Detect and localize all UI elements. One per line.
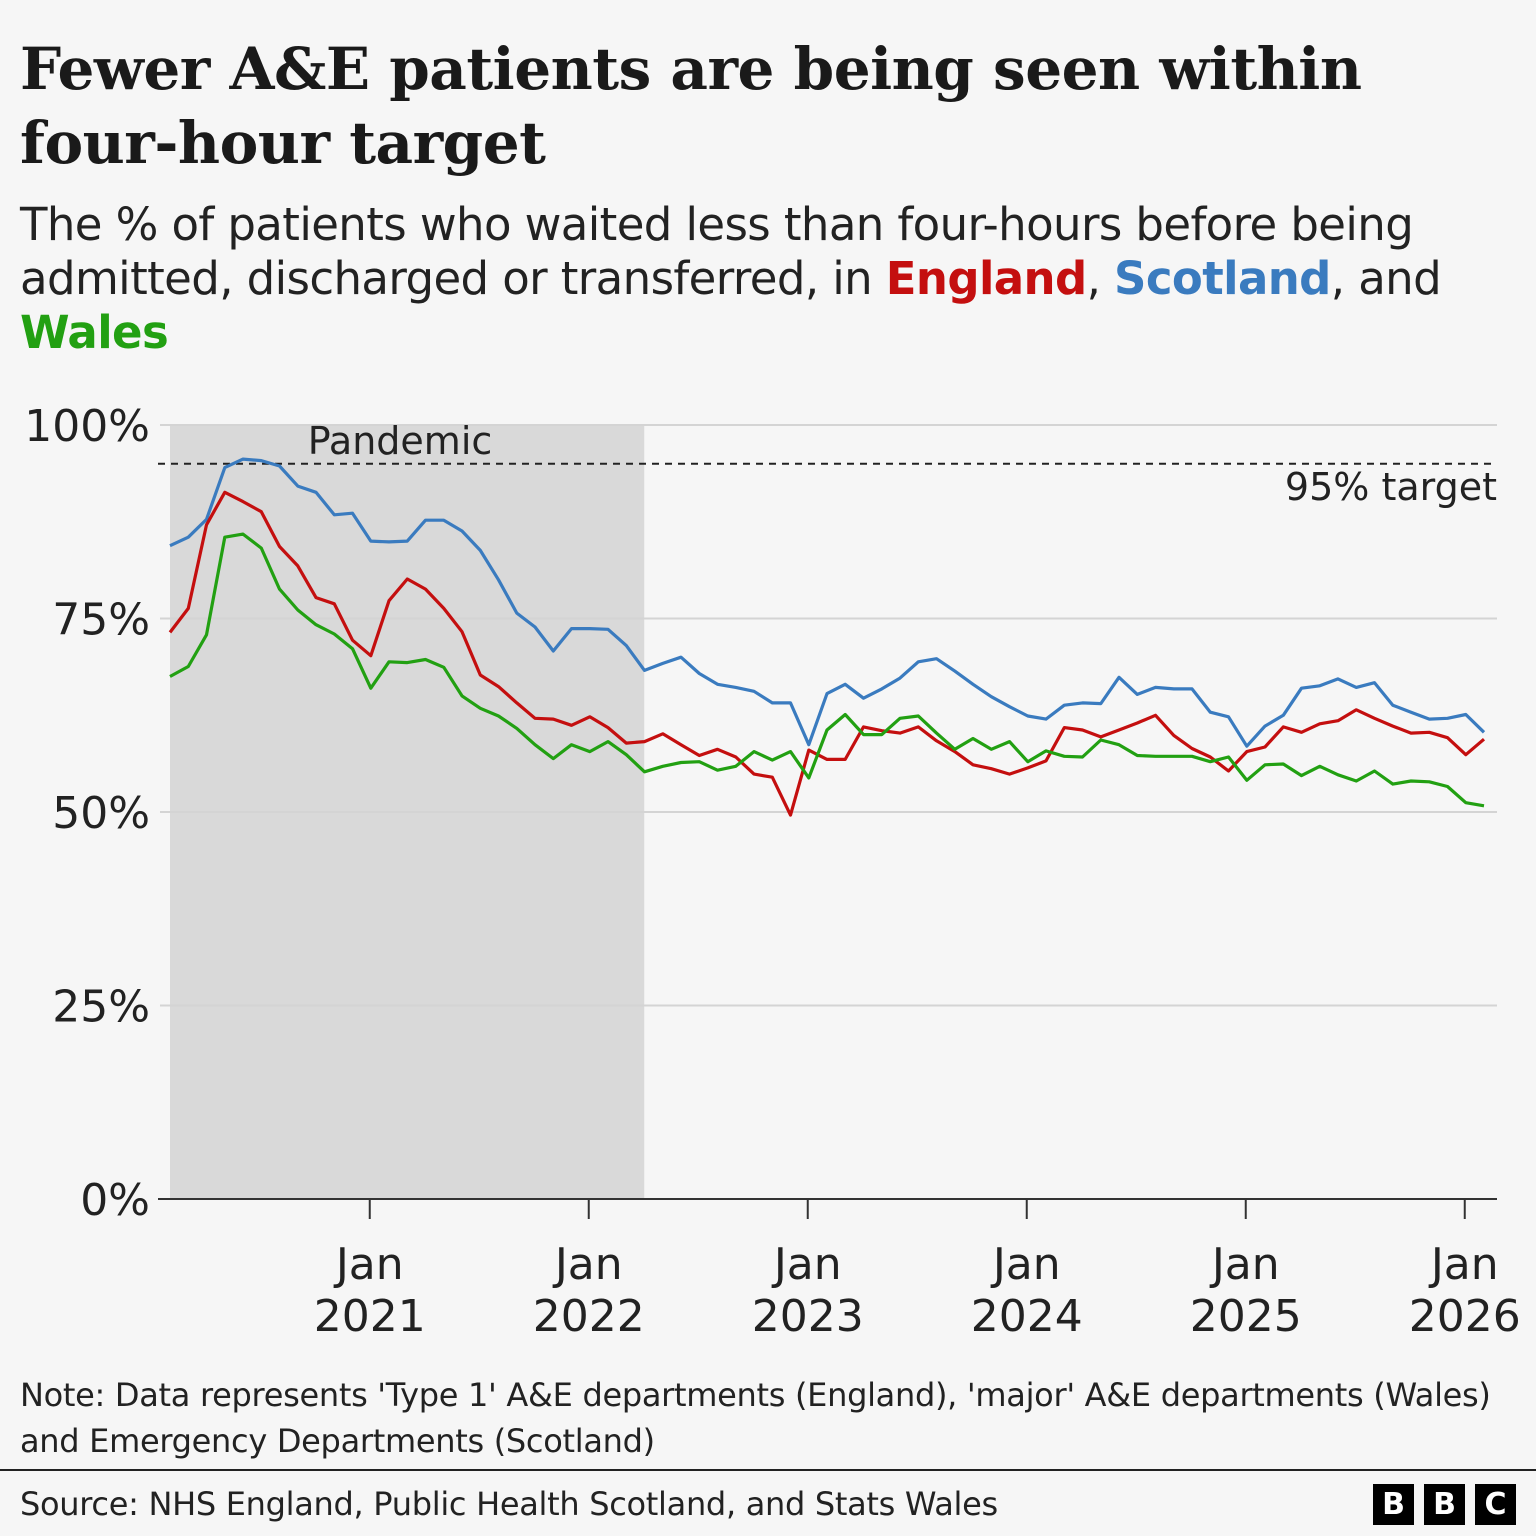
- y-tick-label: 50%: [52, 788, 150, 839]
- y-tick-label: 100%: [24, 401, 150, 452]
- x-tick-label-month: Jan: [771, 1239, 842, 1290]
- x-tick-label-year: 2025: [1190, 1291, 1302, 1342]
- target-label: 95% target: [1285, 465, 1497, 509]
- x-tick-label-year: 2024: [971, 1291, 1083, 1342]
- x-tick-label-year: 2021: [314, 1291, 426, 1342]
- logo-letter: C: [1475, 1484, 1516, 1525]
- chart-note: Note: Data represents 'Type 1' A&E depar…: [20, 1376, 1491, 1460]
- x-tick-label-month: Jan: [1209, 1239, 1280, 1290]
- x-tick-label-month: Jan: [1428, 1239, 1499, 1290]
- x-tick-label-month: Jan: [333, 1239, 404, 1290]
- series-line-wales: [169, 532, 1485, 808]
- bbc-logo: B B C: [1373, 1484, 1516, 1525]
- subtitle-england: England: [885, 252, 1087, 305]
- logo-letter: B: [1373, 1484, 1414, 1525]
- y-tick-label: 0%: [80, 1175, 150, 1226]
- subtitle-scotland: Scotland: [1114, 252, 1331, 305]
- chart-title: Fewer A&E patients are being seen within…: [20, 35, 1362, 177]
- pandemic-label: Pandemic: [308, 419, 493, 463]
- subtitle-sep: , and: [1330, 252, 1442, 305]
- x-tick-label-month: Jan: [990, 1239, 1061, 1290]
- series-line-scotland: [169, 457, 1486, 748]
- series-line-england: [168, 490, 1486, 817]
- x-tick-label-year: 2023: [752, 1291, 864, 1342]
- subtitle-wales: Wales: [20, 306, 169, 359]
- subtitle-sep: ,: [1086, 252, 1115, 305]
- x-tick-label-year: 2026: [1409, 1291, 1521, 1342]
- footer-divider: [0, 1469, 1536, 1471]
- chart-source: Source: NHS England, Public Health Scotl…: [20, 1485, 998, 1523]
- y-tick-label: 25%: [52, 982, 150, 1033]
- subtitle-text: The % of patients who waited less than f…: [20, 198, 1414, 305]
- x-tick-label-year: 2022: [533, 1291, 645, 1342]
- x-tick-label-month: Jan: [552, 1239, 623, 1290]
- y-tick-label: 75%: [52, 595, 150, 646]
- chart-subtitle: The % of patients who waited less than f…: [20, 198, 1520, 360]
- logo-letter: B: [1424, 1484, 1465, 1525]
